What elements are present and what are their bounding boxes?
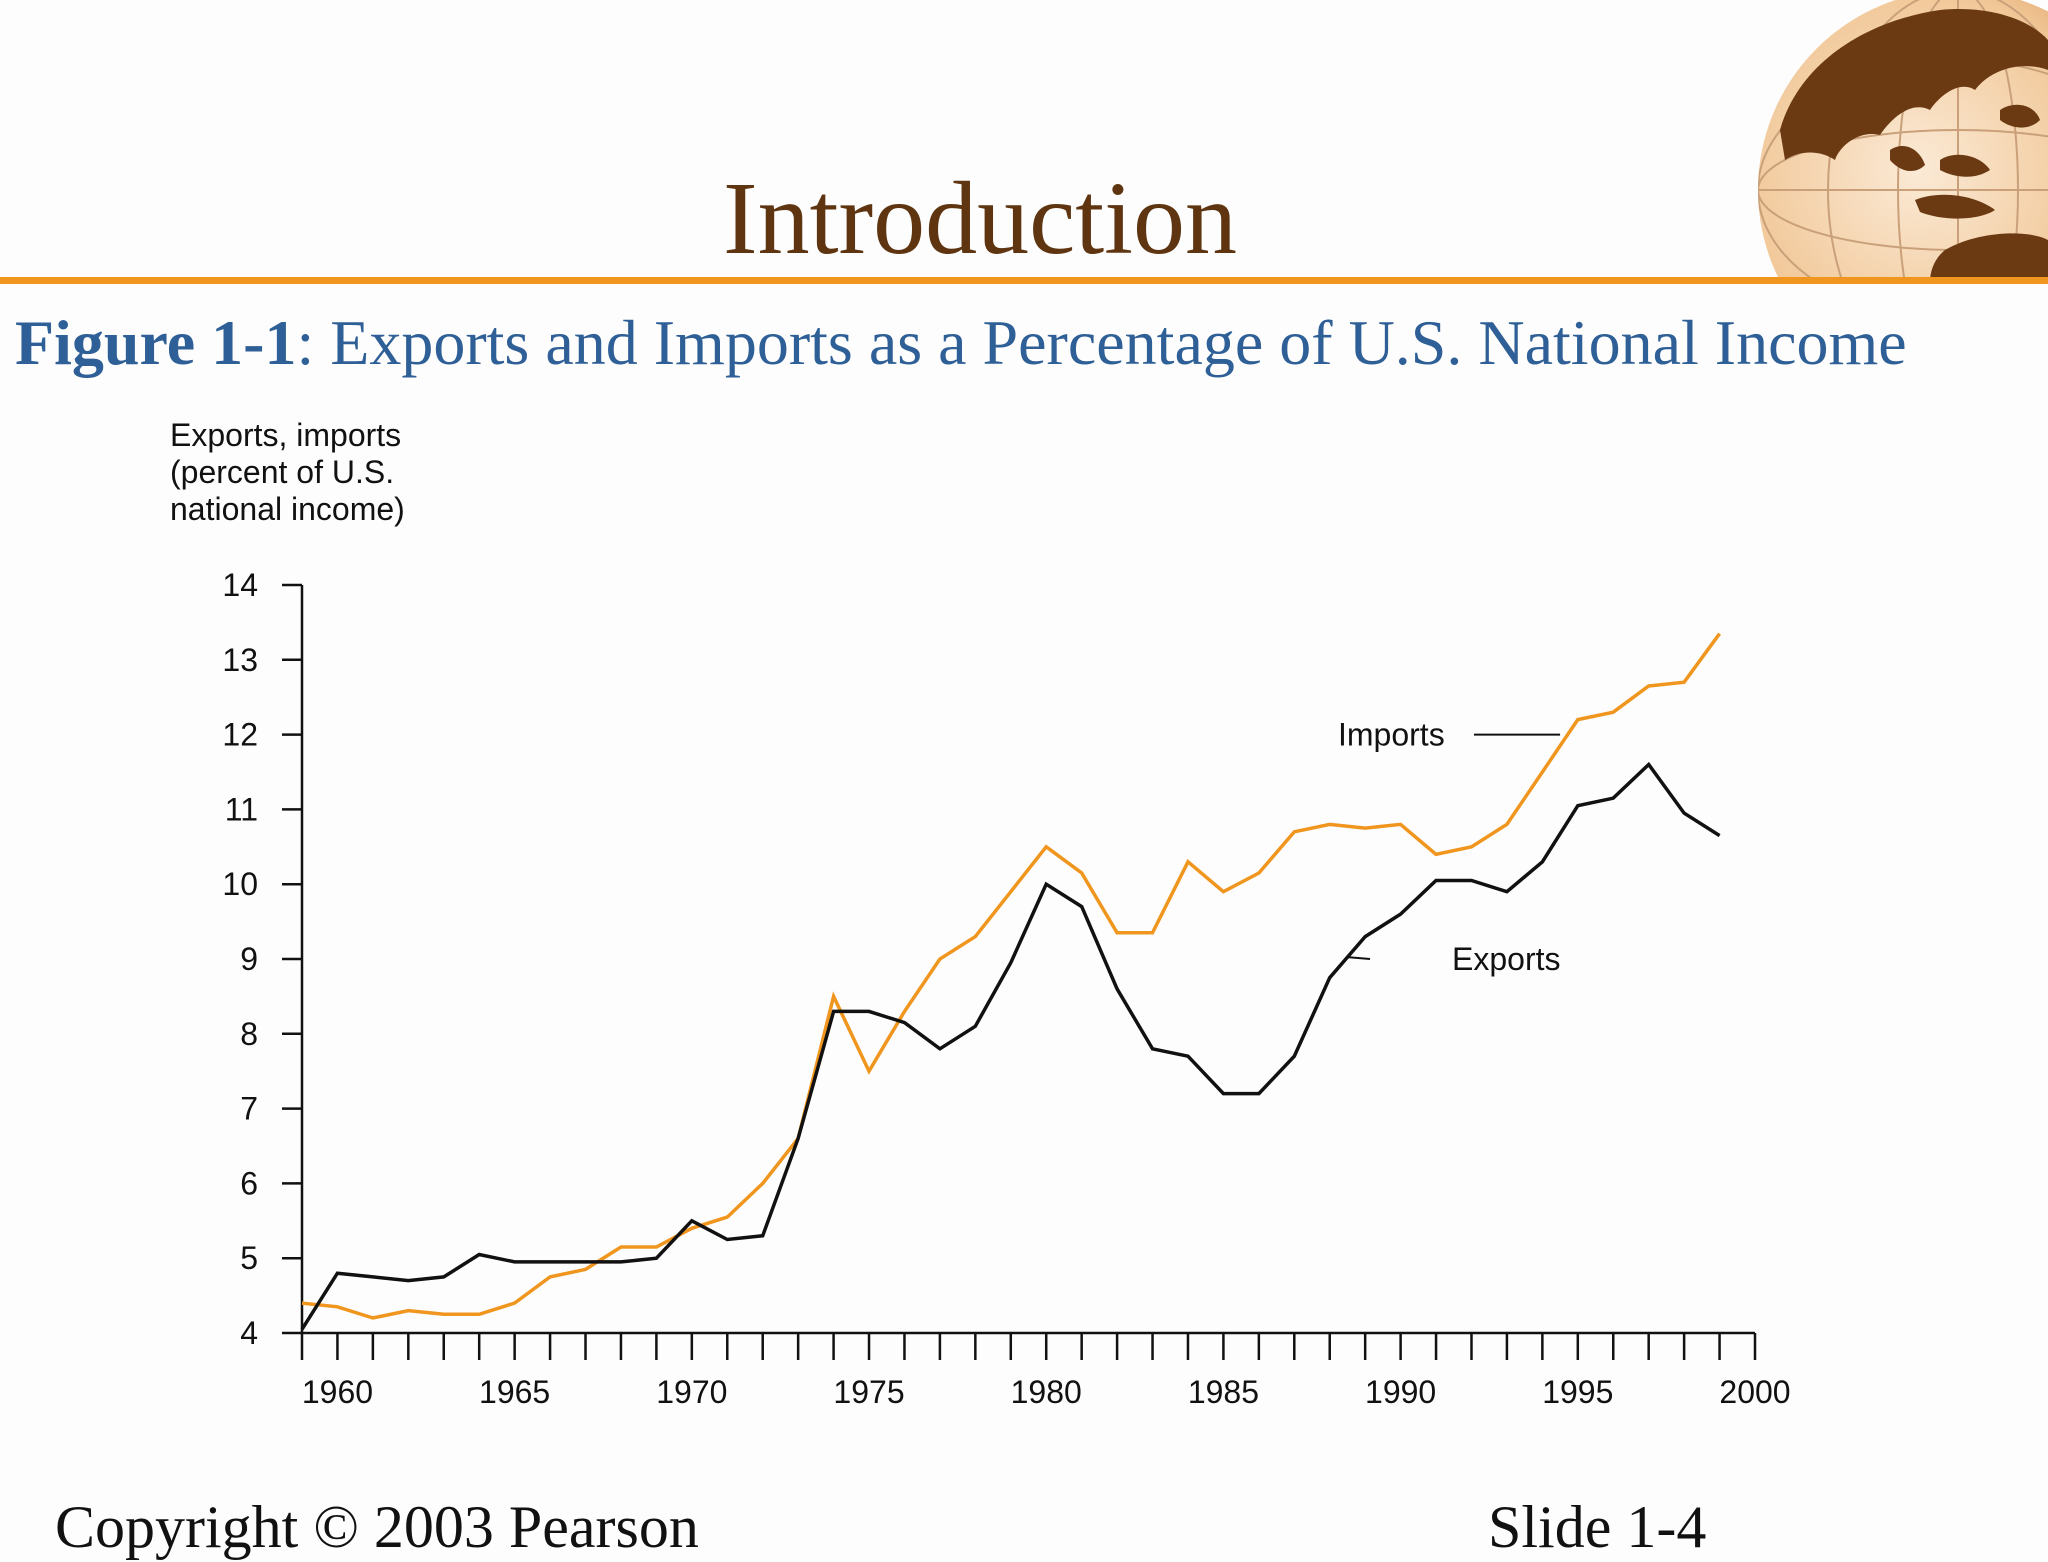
y-axis-title-line: national income) [170,491,405,527]
y-tick-label: 14 [222,567,258,603]
y-tick-label: 12 [222,717,258,753]
y-axis-title-line: (percent of U.S. [170,454,394,490]
figure-label: Figure 1-1 [15,307,297,378]
globe-icon [1758,0,2048,282]
x-tick-label: 1990 [1365,1374,1436,1410]
copyright-footer: Copyright © 2003 Pearson [55,1494,699,1560]
y-axis-title-line: Exports, imports [170,420,401,453]
x-tick-label: 1960 [302,1374,373,1410]
y-tick-label: 11 [225,791,258,827]
x-tick-label: 2000 [1719,1374,1790,1410]
imports-label: Imports [1338,717,1445,753]
figure-title: Figure 1-1: Exports and Imports as a Per… [15,305,2045,381]
figure-title-text: : Exports and Imports as a Percentage of… [296,307,1907,378]
y-tick-label: 4 [240,1315,258,1351]
series-line-exports [300,761,1721,1331]
x-tick-label: 1995 [1542,1374,1613,1410]
slide-title: Introduction [722,161,1238,276]
y-tick-label: 7 [240,1091,258,1127]
y-tick-label: 6 [240,1165,258,1201]
x-tick-label: 1985 [1188,1374,1259,1410]
exports-label: Exports [1452,941,1560,977]
x-tick-label: 1970 [656,1374,727,1410]
exports-imports-chart: Exports, imports(percent of U.S.national… [170,420,1791,1410]
slide-number: Slide 1-4 [1488,1494,1707,1560]
y-tick-label: 5 [240,1240,258,1276]
y-tick-label: 10 [222,866,258,902]
exports-leader-line [1347,956,1371,960]
y-tick-label: 13 [222,642,258,678]
x-tick-label: 1975 [833,1374,904,1410]
x-tick-label: 1965 [479,1374,550,1410]
y-tick-label: 9 [240,941,258,977]
x-tick-label: 1980 [1011,1374,1082,1410]
y-tick-label: 8 [240,1016,258,1052]
title-divider [0,277,2048,284]
series-line-imports [301,632,1722,1320]
